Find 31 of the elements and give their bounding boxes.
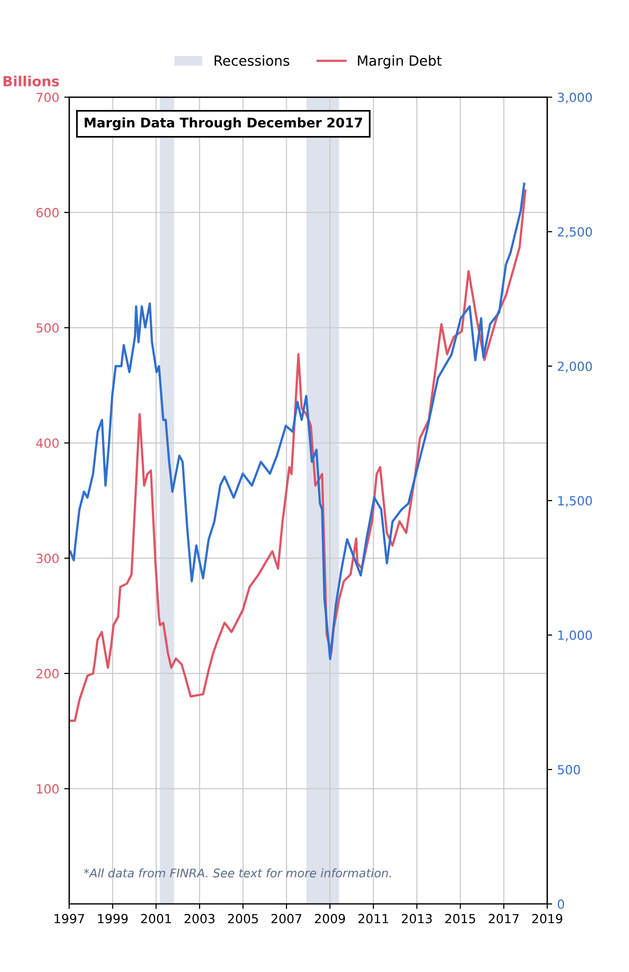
- x-tick-label: 2009: [314, 914, 345, 924]
- x-tick-label: 1997: [54, 914, 84, 924]
- annotation: Margin Data Through December 2017: [84, 117, 362, 130]
- y-tick-label: 300: [36, 554, 59, 564]
- x-tick-label: 2007: [271, 914, 302, 924]
- y2-tick-label: 1,000: [558, 630, 592, 642]
- y-tick-label: 500: [36, 323, 59, 333]
- x-tick-label: 2019: [532, 914, 562, 924]
- y-tick-label: 400: [36, 438, 59, 448]
- y2-tick-label: 0: [558, 899, 564, 909]
- y2-tick-label: 2,500: [558, 227, 592, 238]
- x-tick-label: 2003: [184, 914, 214, 924]
- y2-tick-label: 500: [558, 764, 580, 774]
- x-tick-label: 2015: [445, 914, 476, 924]
- y-tick-label: 100: [36, 784, 59, 794]
- y-axis-title: Billions: [4, 76, 59, 86]
- x-tick-label: 2011: [358, 914, 388, 924]
- x-tick-label: 2005: [228, 914, 258, 924]
- x-tick-label: 2001: [141, 914, 171, 924]
- y-tick-label: 200: [36, 668, 59, 678]
- y-tick-label: 700: [36, 92, 59, 102]
- x-tick-label: 2013: [402, 914, 432, 924]
- y2-tick-label: 1,500: [558, 496, 592, 507]
- x-tick-label: 1999: [98, 914, 128, 924]
- y2-tick-label: 3,000: [558, 92, 592, 104]
- y2-tick-label: 2,000: [558, 362, 592, 372]
- legend-label: Margin Debt: [358, 55, 442, 69]
- annotation: *All data from FINRA. See text for more information.: [84, 868, 391, 878]
- legend-label: Recessions: [214, 55, 290, 66]
- y-tick-label: 600: [36, 208, 59, 218]
- x-tick-label: 2017: [488, 914, 519, 924]
